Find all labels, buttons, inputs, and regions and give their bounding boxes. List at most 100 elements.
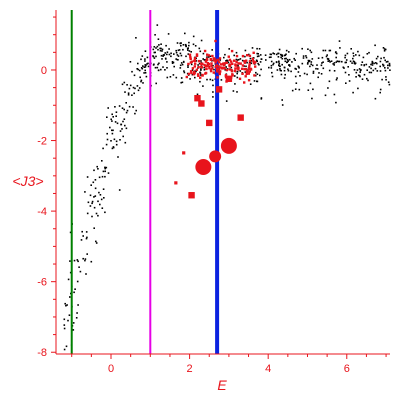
black-point bbox=[144, 72, 147, 74]
vertical-lines-layer bbox=[70, 10, 220, 354]
red-point bbox=[245, 72, 248, 75]
black-point bbox=[232, 90, 235, 92]
black-point bbox=[82, 257, 84, 260]
x-axis-label: E bbox=[217, 377, 227, 393]
red-point bbox=[248, 65, 251, 68]
red-marker bbox=[209, 150, 222, 163]
black-point bbox=[155, 82, 157, 85]
red-point bbox=[193, 57, 197, 60]
black-point bbox=[63, 348, 66, 351]
black-point bbox=[317, 76, 319, 79]
black-point bbox=[251, 47, 254, 49]
y-tick-label: -4 bbox=[37, 206, 47, 218]
black-point bbox=[382, 47, 385, 49]
black-point bbox=[307, 89, 310, 91]
red-marker bbox=[182, 151, 186, 155]
red-point bbox=[195, 53, 199, 56]
black-point bbox=[236, 76, 239, 79]
black-point bbox=[133, 92, 135, 95]
black-point bbox=[327, 58, 330, 60]
black-point bbox=[167, 33, 170, 35]
black-point bbox=[80, 239, 83, 241]
black-point bbox=[353, 61, 356, 63]
black-point bbox=[122, 135, 124, 138]
red-point bbox=[253, 74, 256, 77]
black-point bbox=[64, 302, 66, 305]
black-point bbox=[243, 65, 245, 67]
black-point bbox=[384, 59, 386, 62]
black-point bbox=[125, 127, 128, 130]
black-point bbox=[113, 138, 116, 141]
black-point bbox=[355, 71, 358, 74]
black-point bbox=[119, 130, 122, 132]
black-point bbox=[96, 165, 98, 168]
red-point bbox=[222, 64, 226, 67]
black-point bbox=[301, 47, 303, 50]
black-point bbox=[94, 195, 97, 197]
black-point bbox=[379, 60, 382, 63]
black-point bbox=[93, 196, 95, 198]
black-point bbox=[91, 202, 93, 205]
red-point bbox=[189, 70, 193, 73]
black-point bbox=[311, 97, 313, 100]
black-point bbox=[124, 141, 127, 144]
black-point bbox=[166, 51, 169, 53]
black-point bbox=[388, 83, 391, 86]
black-point bbox=[268, 56, 271, 59]
black-point bbox=[290, 70, 292, 73]
black-point bbox=[177, 59, 179, 61]
red-point bbox=[201, 73, 204, 77]
black-point bbox=[90, 260, 93, 263]
red-point bbox=[187, 62, 190, 66]
black-point bbox=[67, 278, 70, 281]
black-point bbox=[131, 70, 133, 73]
black-point bbox=[157, 48, 159, 51]
black-point bbox=[79, 270, 82, 273]
black-point bbox=[278, 60, 280, 63]
black-point bbox=[147, 62, 149, 65]
black-point bbox=[190, 51, 192, 53]
black-point bbox=[309, 65, 311, 68]
black-point bbox=[359, 69, 362, 72]
black-point bbox=[362, 56, 365, 59]
red-marker bbox=[215, 86, 223, 93]
red-point bbox=[218, 71, 221, 74]
black-point bbox=[152, 55, 155, 58]
black-point bbox=[277, 52, 280, 55]
red-point bbox=[223, 67, 226, 70]
black-point bbox=[65, 304, 67, 307]
black-point bbox=[341, 60, 343, 63]
black-point bbox=[185, 55, 187, 58]
black-point bbox=[213, 68, 215, 71]
black-point bbox=[260, 97, 263, 99]
red-point bbox=[228, 65, 231, 68]
black-point bbox=[112, 129, 114, 132]
black-point bbox=[382, 63, 384, 66]
black-point bbox=[179, 64, 182, 67]
black-point bbox=[368, 66, 371, 68]
red-point bbox=[233, 69, 237, 73]
black-point bbox=[281, 55, 284, 57]
red-point bbox=[203, 49, 207, 53]
black-point bbox=[256, 52, 258, 55]
black-point bbox=[283, 77, 286, 79]
red-point bbox=[206, 53, 209, 56]
black-point bbox=[291, 61, 293, 63]
black-point bbox=[236, 59, 239, 61]
black-point bbox=[198, 62, 201, 65]
black-point bbox=[166, 53, 168, 56]
black-point bbox=[309, 82, 312, 85]
red-point bbox=[227, 55, 230, 58]
black-point bbox=[111, 129, 113, 132]
black-point bbox=[135, 37, 137, 39]
black-point bbox=[198, 47, 201, 50]
black-point bbox=[125, 102, 127, 104]
black-point bbox=[200, 39, 203, 42]
red-point bbox=[247, 72, 250, 75]
black-point bbox=[63, 324, 66, 326]
black-point bbox=[179, 52, 182, 55]
black-point bbox=[118, 105, 121, 107]
black-point bbox=[324, 94, 327, 97]
red-point bbox=[228, 68, 231, 71]
black-point bbox=[74, 288, 76, 290]
